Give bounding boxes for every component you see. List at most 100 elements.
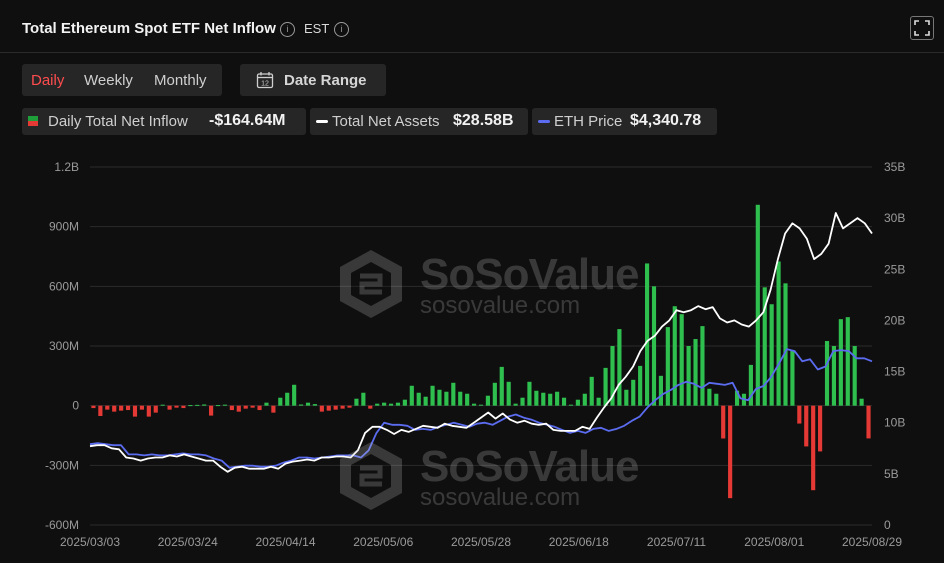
inflow-bar-positive bbox=[354, 398, 359, 406]
inflow-bar-positive bbox=[693, 339, 698, 406]
inflow-bar-positive bbox=[582, 393, 587, 406]
inflow-bar-positive bbox=[665, 327, 670, 406]
inflow-bar-negative bbox=[229, 405, 234, 411]
inflow-bar-positive bbox=[264, 402, 269, 406]
inflow-bar-positive bbox=[658, 375, 663, 406]
inflow-bar-positive bbox=[714, 393, 719, 406]
watermark-brand: SoSoValue bbox=[420, 250, 639, 299]
inflow-bar-positive bbox=[568, 404, 574, 406]
inflow-bar-positive bbox=[222, 404, 228, 406]
eth-price-line bbox=[89, 348, 873, 469]
inflow-bar-negative bbox=[98, 405, 103, 417]
inflow-bar-positive bbox=[783, 283, 788, 406]
inflow-bar-positive bbox=[575, 399, 580, 406]
inflow-bar-negative bbox=[866, 405, 871, 439]
inflow-bar-positive bbox=[492, 382, 497, 406]
inflow-bar-positive bbox=[402, 399, 407, 406]
sosovalue-logo-icon bbox=[340, 250, 402, 318]
x-tick-label: 2025/05/28 bbox=[451, 535, 511, 549]
inflow-bar-negative bbox=[818, 405, 823, 452]
y-left-tick-label: -300M bbox=[45, 458, 79, 472]
y-right-tick-label: 25B bbox=[884, 262, 905, 276]
inflow-bar-negative bbox=[139, 405, 144, 410]
inflow-bar-negative bbox=[319, 405, 324, 412]
y-right-tick-label: 0 bbox=[884, 518, 891, 532]
inflow-bar-negative bbox=[797, 405, 802, 424]
inflow-bar-positive bbox=[679, 314, 684, 406]
timezone-info-icon[interactable]: i bbox=[334, 22, 349, 37]
x-tick-label: 2025/05/06 bbox=[353, 535, 413, 549]
inflow-bar-positive bbox=[755, 204, 760, 406]
inflow-bar-positive bbox=[700, 326, 705, 406]
inflow-bar-positive bbox=[520, 397, 525, 406]
info-icon[interactable]: i bbox=[280, 22, 295, 37]
inflow-bar-negative bbox=[368, 405, 373, 409]
inflow-bar-negative bbox=[347, 405, 352, 408]
period-tabs: Daily Weekly Monthly bbox=[22, 64, 222, 96]
fullscreen-button[interactable] bbox=[910, 16, 934, 40]
inflow-bar-positive bbox=[769, 304, 774, 406]
watermark-top: SoSoValue sosovalue.com bbox=[336, 248, 666, 328]
inflow-bar-negative bbox=[209, 405, 214, 416]
inflow-bar-positive bbox=[305, 402, 311, 406]
inflow-bar-positive bbox=[506, 381, 511, 406]
date-range-button[interactable]: 12 Date Range bbox=[240, 64, 386, 96]
inflow-bar-positive bbox=[672, 306, 677, 406]
y-left-tick-label: -600M bbox=[45, 518, 79, 532]
inflow-bar-positive bbox=[395, 402, 401, 406]
y-axis-left: 1.2B 900M 600M 300M 0 -300M -600M bbox=[45, 160, 79, 532]
y-axis-right: 35B 30B 25B 20B 15B 10B 5B 0 bbox=[884, 160, 905, 532]
inflow-bar-positive bbox=[388, 403, 394, 406]
inflow-bar-positive bbox=[859, 398, 864, 406]
legend-net-inflow[interactable]: Daily Total Net Inflow -$164.64M bbox=[22, 108, 306, 135]
calendar-day: 12 bbox=[261, 80, 269, 87]
inflow-bar-positive bbox=[651, 286, 657, 406]
tab-monthly[interactable]: Monthly bbox=[154, 72, 207, 89]
inflow-bar-positive bbox=[285, 392, 290, 406]
inflow-bar-negative bbox=[326, 405, 331, 411]
legend-eth-price[interactable]: ETH Price $4,340.78 bbox=[532, 108, 717, 135]
y-right-tick-label: 10B bbox=[884, 416, 905, 430]
x-tick-label: 2025/03/24 bbox=[158, 535, 218, 549]
inflow-bar-positive bbox=[534, 390, 539, 406]
inflow-bar-positive bbox=[852, 346, 857, 406]
y-right-tick-label: 20B bbox=[884, 313, 905, 327]
inflow-bar-negative bbox=[125, 405, 131, 411]
inflow-bar-negative bbox=[146, 405, 151, 417]
inflow-bar-positive bbox=[499, 366, 504, 406]
inflow-bar-positive bbox=[465, 393, 470, 406]
tab-weekly[interactable]: Weekly bbox=[84, 72, 133, 89]
inflow-bar-positive bbox=[645, 263, 650, 406]
tab-daily[interactable]: Daily bbox=[31, 72, 65, 89]
inflow-bar-positive bbox=[451, 382, 456, 406]
inflow-bar-negative bbox=[119, 405, 124, 411]
inflow-bar-negative bbox=[167, 405, 172, 410]
x-tick-label: 2025/03/03 bbox=[60, 535, 120, 549]
inflow-bar-negative bbox=[250, 405, 255, 408]
y-left-tick-label: 1.2B bbox=[54, 160, 79, 174]
inflow-bar-negative bbox=[271, 405, 276, 413]
inflow-bar-positive bbox=[437, 389, 442, 406]
inflow-bar-negative bbox=[112, 405, 117, 412]
y-left-tick-label: 0 bbox=[72, 399, 79, 413]
etf-inflow-chart: 1.2B 900M 600M 300M 0 -300M -600M 35B 30B 25B 20B… bbox=[45, 160, 905, 549]
inflow-bar-positive bbox=[555, 391, 560, 406]
inflow-bar-positive bbox=[831, 346, 837, 406]
inflow-bar-positive bbox=[188, 405, 193, 407]
inflow-bar-positive bbox=[617, 329, 622, 406]
inflow-bar-positive bbox=[610, 346, 615, 406]
legend-total-net-assets[interactable]: Total Net Assets $28.58B bbox=[310, 108, 528, 135]
inflow-bar-positive bbox=[292, 384, 297, 406]
inflow-bar-positive bbox=[790, 349, 795, 406]
inflow-bar-positive bbox=[561, 397, 567, 406]
inflow-bar-positive bbox=[824, 341, 830, 406]
x-tick-label: 2025/04/14 bbox=[255, 535, 315, 549]
inflow-bar-positive bbox=[596, 397, 601, 406]
y-right-tick-label: 15B bbox=[884, 365, 905, 379]
fullscreen-icon bbox=[914, 20, 930, 36]
inflow-bar-positive bbox=[382, 402, 387, 406]
inflow-bar-positive bbox=[838, 319, 843, 406]
inflow-bar-negative bbox=[728, 405, 733, 499]
legend-assets-value: $28.58B bbox=[453, 112, 514, 129]
legend-assets-label: Total Net Assets bbox=[332, 113, 440, 130]
